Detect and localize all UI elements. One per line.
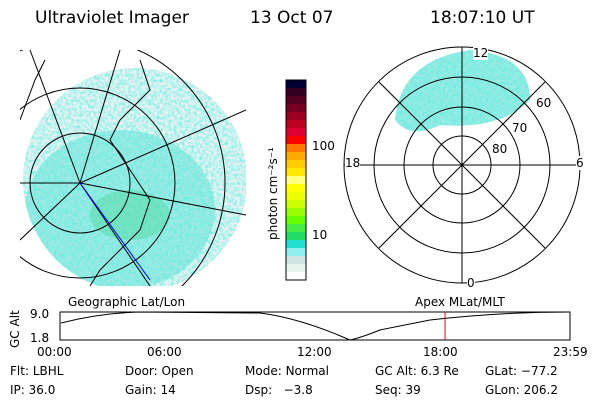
status-key: Dsp:	[245, 383, 273, 397]
colorbar-swatch	[286, 80, 306, 89]
colorbar-swatch	[286, 200, 306, 209]
colorbar-swatch	[286, 224, 306, 233]
geographic-image	[20, 50, 246, 286]
status-key: Door:	[125, 364, 158, 378]
colorbar-swatch	[286, 120, 306, 129]
status-value: 39	[405, 383, 421, 397]
mlt-6: 6	[576, 156, 584, 170]
date-label: 13 Oct 07	[250, 8, 334, 28]
colorbar-swatch	[286, 96, 306, 105]
status-key: Seq:	[375, 383, 402, 397]
status-field: GLon: 206.2	[485, 383, 558, 397]
status-value: −77.2	[520, 364, 558, 378]
mlt-12: 12	[473, 46, 489, 60]
ring-80: 80	[492, 142, 508, 156]
status-field: Mode: Normal	[245, 364, 329, 378]
status-key: GC Alt:	[375, 364, 417, 378]
status-field: Gain: 14	[125, 383, 176, 397]
instrument-title: Ultraviolet Imager	[35, 8, 189, 28]
colorbar-swatch	[286, 184, 306, 193]
x-tick: 18:00	[423, 345, 458, 359]
colorbar-swatch	[286, 192, 306, 201]
status-field: Door: Open	[125, 364, 194, 378]
geographic-label: Geographic Lat/Lon	[68, 295, 186, 309]
ring-70: 70	[512, 121, 528, 135]
colorbar-swatch	[286, 240, 306, 249]
status-key: Mode:	[245, 364, 282, 378]
apex-label: Apex MLat/MLT	[415, 295, 505, 309]
status-value: −3.8	[275, 383, 313, 397]
colorbar-swatch	[286, 232, 306, 241]
status-key: GLat:	[485, 364, 518, 378]
colorbar-swatch	[286, 272, 306, 281]
colorbar-swatch	[286, 136, 306, 145]
polar-plot	[343, 46, 581, 284]
colorbar-swatch	[286, 128, 306, 137]
status-key: Flt:	[10, 364, 29, 378]
colorbar-swatch	[286, 264, 306, 273]
x-tick: 23:59	[553, 345, 588, 359]
status-field: IP: 36.0	[10, 383, 55, 397]
mlt-0: 0	[467, 276, 475, 290]
colorbar-swatch	[286, 104, 306, 113]
colorbar-swatch	[286, 160, 306, 169]
colorbar-swatch	[286, 112, 306, 121]
colorbar-swatch	[286, 88, 306, 97]
time-label: 18:07:10 UT	[430, 8, 535, 28]
colorbar-swatch	[286, 256, 306, 265]
colorbar-swatch	[286, 208, 306, 217]
ring-60: 60	[536, 96, 552, 110]
status-value: 6.3 Re	[420, 364, 459, 378]
colorbar-swatch	[286, 216, 306, 225]
status-field: GLat: −77.2	[485, 364, 558, 378]
x-tick: 06:00	[147, 345, 182, 359]
colorbar-tick-10: 10	[312, 228, 328, 242]
x-tick: 12:00	[297, 345, 332, 359]
colorbar-swatch	[286, 168, 306, 177]
colorbar-swatch	[286, 144, 306, 153]
status-value: Open	[161, 364, 194, 378]
y-tick-1.8: 1.8	[30, 331, 50, 345]
x-tick: 00:00	[37, 345, 72, 359]
status-value: LBHL	[32, 364, 64, 378]
status-value: Normal	[285, 364, 329, 378]
status-value: 14	[160, 383, 176, 397]
status-field: Dsp: −3.8	[245, 383, 313, 397]
status-key: GLon:	[485, 383, 520, 397]
status-value: 206.2	[523, 383, 558, 397]
colorbar	[286, 80, 306, 281]
colorbar-swatch	[286, 176, 306, 185]
status-value: 36.0	[28, 383, 56, 397]
colorbar-tick-100: 100	[312, 139, 335, 153]
mlt-18: 18	[345, 156, 361, 170]
status-field: Seq: 39	[375, 383, 421, 397]
colorbar-swatch	[286, 248, 306, 257]
colorbar-swatch	[286, 152, 306, 161]
status-field: Flt: LBHL	[10, 364, 63, 378]
gc-alt-axis-label: GC Alt	[8, 310, 22, 348]
status-key: Gain:	[125, 383, 157, 397]
status-key: IP:	[10, 383, 25, 397]
status-field: GC Alt: 6.3 Re	[375, 364, 459, 378]
altitude-timeline	[59, 311, 571, 341]
colorbar-label: photon cm⁻²s⁻¹	[266, 147, 280, 240]
y-tick-9: 9.0	[30, 307, 50, 321]
